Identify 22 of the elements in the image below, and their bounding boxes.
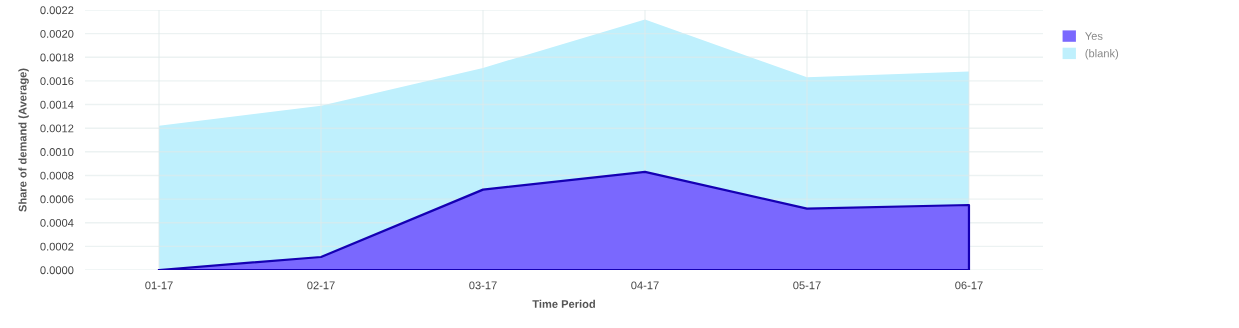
legend-label: (blank) xyxy=(1085,49,1119,60)
y-tick-label: 0.0006 xyxy=(40,195,74,204)
y-tick-label: 0.0008 xyxy=(40,171,74,180)
y-tick-label: 0.0018 xyxy=(40,53,74,62)
legend-label: Yes xyxy=(1085,32,1103,40)
x-tick-label: 02-17 xyxy=(307,281,335,290)
x-tick-label: 04-17 xyxy=(631,281,659,290)
x-axis-title: Time Period xyxy=(532,299,595,308)
x-tick-label: 03-17 xyxy=(469,281,497,290)
x-tick-label: 06-17 xyxy=(955,281,983,290)
x-tick-label: 05-17 xyxy=(793,281,821,290)
x-tick-label: 01-17 xyxy=(145,281,173,290)
y-tick-label: 0.0002 xyxy=(40,242,74,251)
y-axis-title: Share of demand (Average) xyxy=(18,68,29,212)
y-tick-label: 0.0020 xyxy=(40,29,74,38)
y-tick-label: 0.0012 xyxy=(40,124,74,133)
y-tick-label: 0.0010 xyxy=(40,148,74,156)
y-tick-label: 0.0000 xyxy=(40,266,74,275)
y-tick-label: 0.0004 xyxy=(40,218,74,227)
y-tick-label: 0.0022 xyxy=(40,6,74,15)
y-tick-label: 0.0016 xyxy=(40,77,74,86)
y-tick-label: 0.0014 xyxy=(40,100,74,109)
